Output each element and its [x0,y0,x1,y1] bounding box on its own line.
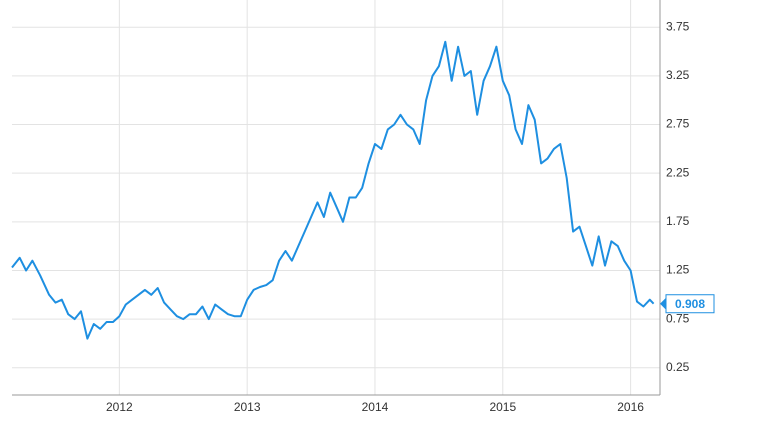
y-tick-label: 3.75 [666,19,690,33]
y-tick-label: 0.75 [666,311,690,325]
x-tick-label: 2012 [106,400,133,414]
x-tick-label: 2016 [617,400,644,414]
x-tick-label: 2015 [489,400,516,414]
y-tick-label: 2.25 [666,165,690,179]
y-tick-label: 1.75 [666,214,690,228]
last-value-label: 0.908 [675,297,705,311]
y-tick-label: 3.25 [666,68,690,82]
last-value-pointer [660,297,666,310]
y-tick-label: 0.25 [666,360,690,374]
line-series [11,40,655,340]
y-tick-label: 1.25 [666,263,690,277]
x-tick-label: 2013 [234,400,261,414]
last-value-box [665,294,715,314]
x-tick-label: 2014 [362,400,389,414]
y-tick-label: 2.75 [666,117,690,131]
